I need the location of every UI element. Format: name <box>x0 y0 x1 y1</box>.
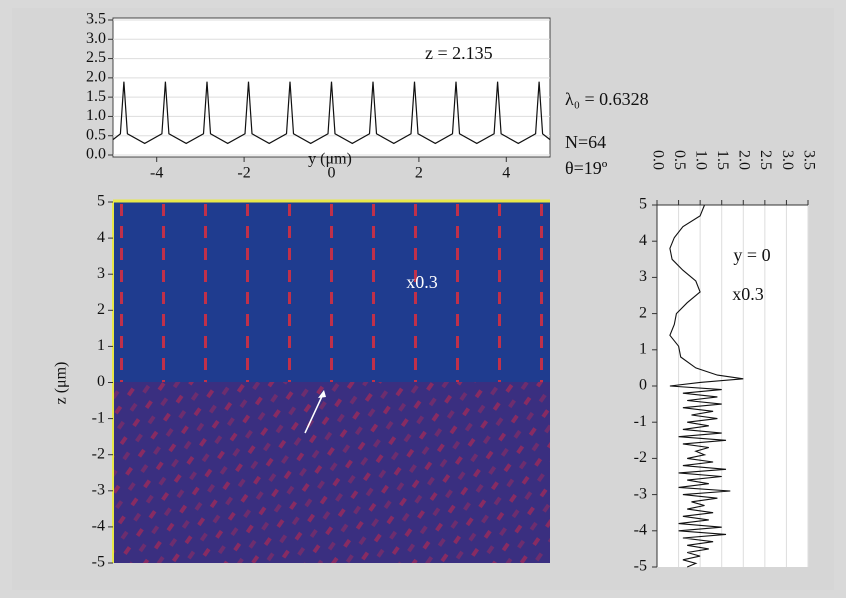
y-tick-label: 3.5 <box>86 11 106 28</box>
plot-area <box>657 205 808 567</box>
z-tick-label: -3 <box>634 485 647 502</box>
x-tick-label: 0 <box>328 165 336 182</box>
z-tick-label: 0 <box>639 377 647 394</box>
annotation: x0.3 <box>406 272 438 292</box>
y-tick-label: -3 <box>92 481 105 498</box>
annotation: λ₀ = 0.6328 <box>565 89 649 109</box>
value-tick-label: 1.0 <box>692 150 709 170</box>
y-tick-label: -4 <box>92 518 105 535</box>
value-tick-label: 2.5 <box>757 150 774 170</box>
annotation: N=64 <box>565 132 606 152</box>
value-tick-label: 0.5 <box>671 150 688 170</box>
value-tick-label: 3.0 <box>779 150 796 170</box>
y-tick-label: 0 <box>97 373 105 390</box>
annotation: y = 0 <box>733 245 770 265</box>
y-tick-label: 1.5 <box>86 88 106 105</box>
x-tick-label: 2 <box>415 165 423 182</box>
y-tick-label: 3 <box>97 265 105 282</box>
x-axis-title: y (μm) <box>308 151 352 168</box>
z-tick-label: 3 <box>639 268 647 285</box>
y-tick-label: 2.0 <box>86 69 106 86</box>
z-tick-label: 1 <box>639 340 647 357</box>
annotation: z = 2.135 <box>425 43 493 63</box>
value-tick-label: 1.5 <box>714 150 731 170</box>
y-tick-label: -2 <box>92 445 105 462</box>
value-tick-label: 3.5 <box>800 150 817 170</box>
y-tick-label: 1.0 <box>86 107 106 124</box>
value-tick-label: 2.0 <box>736 150 753 170</box>
y-axis-title: z (μm) <box>53 362 70 405</box>
z-tick-label: -2 <box>634 449 647 466</box>
y-tick-label: 2.5 <box>86 49 106 66</box>
y-tick-label: -5 <box>92 554 105 571</box>
y-tick-label: 3.0 <box>86 30 106 47</box>
x-tick-label: -2 <box>237 165 250 182</box>
z-tick-label: 4 <box>639 232 647 249</box>
heatmap-image <box>112 199 550 563</box>
value-tick-label: 0.0 <box>649 150 666 170</box>
y-tick-label: 4 <box>97 229 105 246</box>
z-tick-label: -4 <box>634 521 647 538</box>
annotation: x0.3 <box>732 284 764 304</box>
z-tick-label: 5 <box>639 196 647 213</box>
x-tick-label: 4 <box>502 165 510 182</box>
z-tick-label: -5 <box>634 558 647 575</box>
line <box>669 204 744 568</box>
y-tick-label: 1 <box>97 337 105 354</box>
z-tick-label: -1 <box>634 413 647 430</box>
y-tick-label: 0.0 <box>86 146 106 163</box>
y-tick-label: 2 <box>97 301 105 318</box>
y-tick-label: 0.5 <box>86 126 106 143</box>
annotation: θ=19º <box>565 158 608 178</box>
line <box>112 81 551 145</box>
y-tick-label: -1 <box>92 409 105 426</box>
y-tick-label: 5 <box>97 193 105 210</box>
z-tick-label: 2 <box>639 304 647 321</box>
x-tick-label: -4 <box>150 165 163 182</box>
